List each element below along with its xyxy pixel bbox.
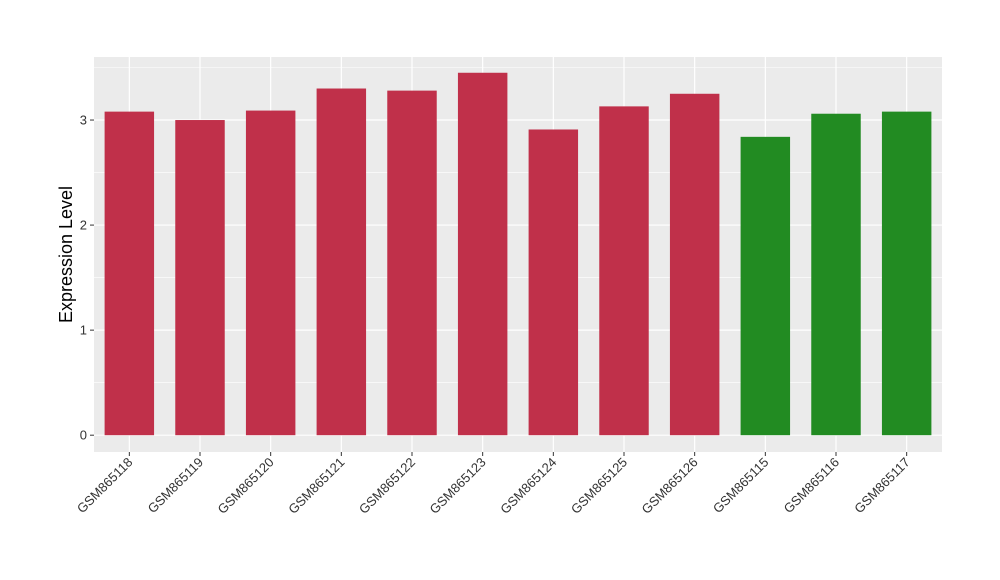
y-tick-label: 2 — [80, 218, 87, 233]
x-tick-label: GSM865117 — [851, 455, 913, 517]
bar-GSM865126 — [669, 93, 720, 436]
y-tick-label: 0 — [80, 428, 87, 443]
bar-GSM865125 — [599, 106, 649, 436]
bar-GSM865122 — [387, 90, 437, 436]
x-tick-label: GSM865121 — [285, 455, 347, 517]
bar-GSM865124 — [528, 129, 579, 436]
y-tick-label: 1 — [80, 323, 87, 338]
minor-gridlines — [94, 67, 942, 383]
x-tick-label: GSM865124 — [497, 455, 559, 517]
x-tick-label: GSM865120 — [215, 455, 277, 517]
x-tick-label: GSM865123 — [427, 455, 489, 517]
y-axis-title: Expression Level — [56, 186, 76, 323]
x-tick-label: GSM865115 — [710, 455, 772, 517]
y-axis: 0 1 2 3 — [80, 113, 94, 443]
bars — [104, 72, 932, 436]
bar-GSM865115 — [740, 136, 791, 436]
bar-GSM865117 — [881, 111, 932, 436]
bar-GSM865120 — [245, 110, 296, 436]
plot-panel — [94, 57, 942, 452]
bar-GSM865119 — [175, 120, 225, 436]
y-tick-label: 3 — [80, 113, 87, 128]
x-tick-label: GSM865126 — [639, 455, 701, 517]
x-tick-label: GSM865116 — [781, 455, 843, 517]
bar-GSM865118 — [104, 111, 155, 436]
bar-GSM865116 — [811, 113, 861, 436]
x-axis: GSM865118 GSM865119 GSM865120 GSM865121 GSM8… — [74, 452, 913, 517]
x-tick-label: GSM865119 — [145, 455, 207, 517]
x-tick-label: GSM865125 — [568, 455, 630, 517]
bar-GSM865123 — [457, 72, 508, 436]
bar-GSM865121 — [316, 88, 367, 436]
x-tick-label: GSM865118 — [74, 455, 136, 517]
x-tick-label: GSM865122 — [356, 455, 418, 517]
